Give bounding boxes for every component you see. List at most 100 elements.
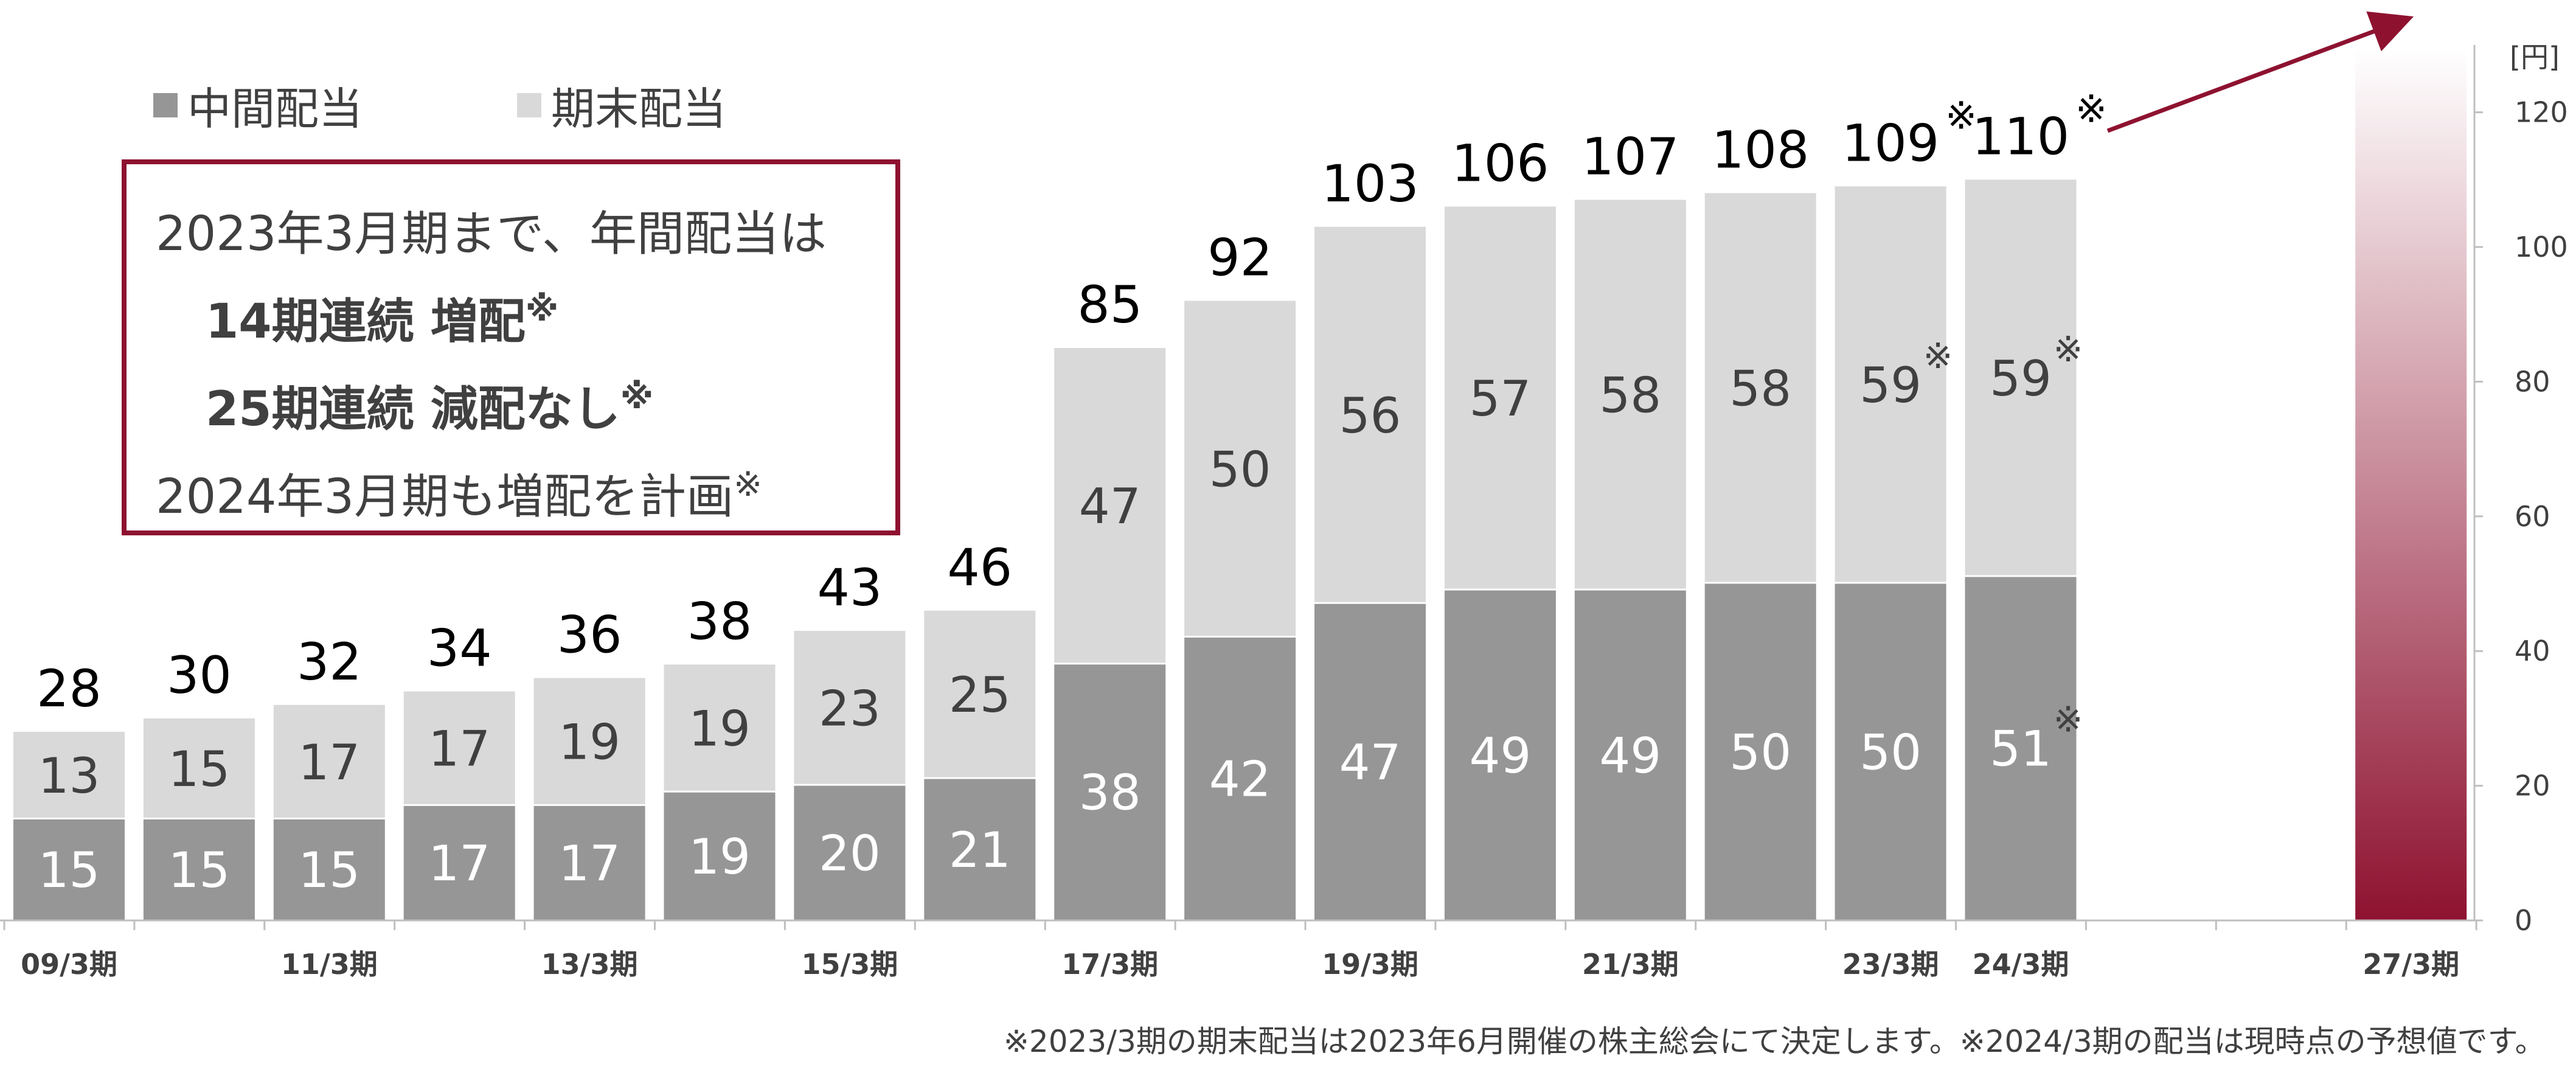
data-label-interim: 15	[38, 842, 100, 899]
callout-line-3: 25期連続 減配なし※	[206, 377, 654, 437]
data-label-interim: 21	[949, 822, 1011, 878]
bar-final	[1704, 193, 1816, 582]
bar-final	[1314, 226, 1426, 602]
bar-interim	[13, 819, 125, 920]
data-label-final: 57	[1470, 370, 1532, 427]
bar-interim	[1054, 664, 1166, 920]
bar-interim	[664, 792, 776, 920]
data-label-total: 106	[1451, 134, 1549, 193]
y-unit-label: [円]	[2510, 41, 2560, 74]
bar-final	[143, 718, 255, 818]
total-note-mark: ※	[1945, 93, 1977, 137]
bar-interim	[403, 805, 515, 920]
data-label-total: 108	[1712, 120, 1809, 179]
bar-interim	[1704, 583, 1816, 920]
bar-interim	[273, 819, 385, 920]
data-label-total: 103	[1321, 154, 1418, 214]
bar-interim	[1444, 590, 1556, 920]
data-label-interim: 20	[819, 825, 881, 882]
data-label-total: 85	[1077, 275, 1142, 335]
legend-interim: 中間配当	[153, 73, 363, 137]
data-label-final: 17	[428, 721, 490, 777]
bar-final	[13, 732, 125, 818]
x-tick-label: 21/3期	[1582, 948, 1679, 981]
bar-interim	[533, 805, 645, 920]
data-label-interim: 15	[298, 842, 360, 899]
legend-final-label: 期末配当	[551, 83, 727, 134]
data-label-final: 13	[38, 748, 100, 804]
bar-interim	[1574, 590, 1686, 920]
dividend-callout-box: 2023年3月期まで、年間配当は 14期連続 増配※ 25期連続 減配なし※ 2…	[122, 159, 900, 535]
data-label-final: 59	[1859, 357, 1922, 414]
x-tick-label: 23/3期	[1842, 948, 1939, 981]
data-label-total: 32	[297, 632, 362, 692]
bar-interim	[1314, 603, 1426, 920]
legend-final-swatch	[517, 92, 541, 117]
data-label-interim: 47	[1339, 734, 1401, 791]
x-tick-label: 27/3期	[2362, 948, 2459, 981]
data-label-total: 36	[557, 605, 622, 664]
data-label-interim: 49	[1599, 728, 1661, 784]
data-label-interim: 50	[1859, 724, 1922, 781]
data-label-total: 92	[1207, 228, 1272, 288]
y-tick-label: 100	[2515, 231, 2568, 263]
data-label-total: 46	[947, 538, 1012, 597]
bar-final	[1835, 186, 1946, 582]
data-label-final: 19	[558, 714, 620, 771]
data-label-total: 30	[167, 645, 232, 705]
data-label-interim: 51	[1990, 721, 2052, 777]
data-label-total: 34	[427, 619, 492, 678]
x-tick-label: 09/3期	[21, 948, 117, 981]
data-label-final: 23	[819, 680, 881, 737]
y-tick-label: 0	[2515, 904, 2532, 937]
bar-final	[1574, 200, 1686, 589]
bar-final	[794, 630, 906, 784]
bar-final	[403, 691, 515, 804]
growth-arrow	[2106, 11, 2414, 133]
legend-interim-swatch	[153, 92, 178, 117]
y-tick-label: 120	[2515, 96, 2568, 129]
bar-final	[533, 678, 645, 804]
legend-interim-label: 中間配当	[187, 83, 363, 134]
bar-final	[1965, 179, 2077, 576]
data-label-final: 47	[1079, 478, 1141, 535]
data-label-interim: 17	[558, 835, 620, 892]
y-tick-label: 80	[2515, 365, 2550, 398]
final-note-mark: ※	[2054, 329, 2083, 370]
data-label-interim: 49	[1470, 728, 1532, 784]
x-tick-label: 11/3期	[281, 948, 378, 981]
data-label-final: 17	[298, 734, 360, 791]
x-tick-label: 17/3期	[1061, 948, 1158, 981]
interim-note-mark: ※	[2054, 699, 2083, 740]
data-label-total: 38	[687, 591, 752, 651]
data-label-final: 58	[1729, 360, 1791, 417]
callout-line-2: 14期連続 増配※	[206, 290, 559, 349]
data-label-total: 28	[36, 659, 102, 718]
data-label-total: 43	[817, 558, 882, 617]
data-label-total: 110	[1972, 106, 2069, 166]
bar-interim	[794, 785, 906, 920]
legend-final: 期末配当	[517, 73, 726, 137]
callout-line-1: 2023年3月期まで、年間配当は	[156, 207, 827, 262]
data-label-interim: 15	[168, 842, 231, 899]
data-label-final: 59	[1990, 350, 2052, 407]
bar-final	[664, 664, 776, 791]
bar-final	[1184, 301, 1296, 636]
y-tick-label: 20	[2515, 770, 2550, 802]
x-tick-label: 24/3期	[1973, 948, 2069, 981]
data-label-total: 107	[1581, 127, 1679, 187]
bar-interim	[924, 779, 1036, 920]
data-label-interim: 17	[428, 835, 490, 892]
x-tick-label: 15/3期	[801, 948, 898, 981]
data-label-interim: 38	[1079, 765, 1141, 821]
data-label-final: 19	[689, 701, 751, 757]
total-note-mark: ※	[2075, 86, 2107, 131]
x-tick-label: 19/3期	[1322, 948, 1418, 981]
data-label-final: 56	[1339, 388, 1401, 444]
data-label-final: 25	[949, 667, 1011, 723]
data-label-final: 15	[168, 741, 231, 798]
y-tick-label: 60	[2515, 500, 2550, 533]
callout-line-4: 2024年3月期も増配を計画※	[156, 465, 763, 524]
bar-interim	[143, 819, 255, 920]
bar-interim	[1184, 638, 1296, 920]
